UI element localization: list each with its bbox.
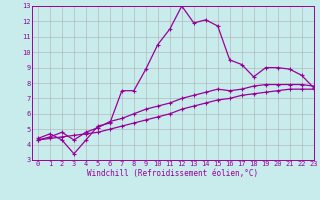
X-axis label: Windchill (Refroidissement éolien,°C): Windchill (Refroidissement éolien,°C) (87, 169, 258, 178)
